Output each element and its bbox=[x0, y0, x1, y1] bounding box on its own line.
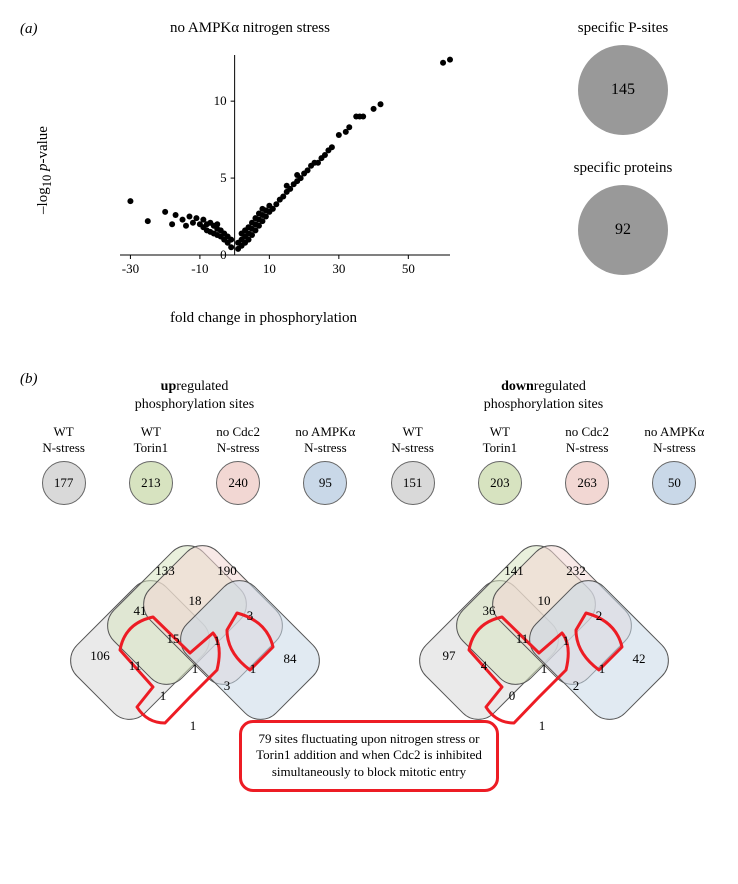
svg-text:3: 3 bbox=[223, 678, 230, 693]
panel-a-label: (a) bbox=[20, 21, 38, 37]
svg-text:-30: -30 bbox=[122, 261, 139, 276]
chart-title: no AMPKα nitrogen stress bbox=[170, 20, 330, 37]
svg-text:36: 36 bbox=[482, 603, 496, 618]
svg-text:10: 10 bbox=[214, 93, 227, 108]
svg-text:1: 1 bbox=[191, 661, 198, 676]
svg-text:10: 10 bbox=[263, 261, 276, 276]
svg-text:3: 3 bbox=[246, 608, 253, 623]
proteins-value: 92 bbox=[615, 221, 631, 239]
svg-text:1: 1 bbox=[538, 718, 545, 733]
condition-label: no Cdc2N-stress bbox=[547, 424, 627, 455]
svg-text:232: 232 bbox=[566, 563, 586, 578]
up-rest: regulatedphosphorylation sites bbox=[135, 379, 254, 412]
scatter-plot: 0 5 10 -30 -10 10 30 50 bbox=[110, 50, 460, 280]
svg-text:30: 30 bbox=[332, 261, 345, 276]
svg-text:18: 18 bbox=[188, 593, 201, 608]
svg-text:15: 15 bbox=[166, 631, 179, 646]
total-circle: 240 bbox=[216, 461, 260, 505]
svg-text:11: 11 bbox=[128, 658, 141, 673]
up-title: upregulatedphosphorylation sites bbox=[20, 378, 369, 414]
x-axis-label: fold change in phosphorylation bbox=[170, 310, 357, 327]
panel-a: (a) no AMPKα nitrogen stress –log10 p-va… bbox=[20, 20, 718, 350]
svg-text:133: 133 bbox=[155, 563, 175, 578]
svg-text:97: 97 bbox=[442, 648, 456, 663]
condition-label: no Cdc2N-stress bbox=[198, 424, 278, 455]
svg-text:1: 1 bbox=[540, 661, 547, 676]
svg-text:42: 42 bbox=[632, 651, 645, 666]
svg-text:1: 1 bbox=[159, 688, 166, 703]
small-circles-up: 177 213 240 95 bbox=[20, 461, 369, 505]
psites-value: 145 bbox=[611, 81, 635, 99]
total-circle: 50 bbox=[652, 461, 696, 505]
psites-circle: 145 bbox=[578, 45, 668, 135]
condition-labels-down: WTN-stressWTTorin1no Cdc2N-stressno AMPK… bbox=[369, 424, 718, 455]
panel-b: (b) upregulatedphosphorylation sites WTN… bbox=[20, 370, 718, 822]
svg-text:2: 2 bbox=[595, 608, 602, 623]
venn-diagram-down: 971412324236102411111201 bbox=[389, 515, 699, 745]
svg-text:50: 50 bbox=[402, 261, 415, 276]
svg-text:5: 5 bbox=[220, 170, 227, 185]
psites-label: specific P-sites bbox=[548, 20, 698, 37]
condition-label: WTN-stress bbox=[373, 424, 453, 455]
svg-text:0: 0 bbox=[508, 688, 515, 703]
svg-text:1: 1 bbox=[562, 633, 569, 648]
total-circle: 177 bbox=[42, 461, 86, 505]
down-bold: down bbox=[501, 379, 534, 394]
y-axis-label: –log10 p-value bbox=[35, 126, 55, 214]
svg-text:-10: -10 bbox=[191, 261, 208, 276]
svg-text:2: 2 bbox=[572, 678, 579, 693]
total-circle: 95 bbox=[303, 461, 347, 505]
up-bold: up bbox=[161, 379, 177, 394]
svg-text:1: 1 bbox=[213, 633, 220, 648]
condition-label: no AMPKαN-stress bbox=[634, 424, 714, 455]
condition-labels-up: WTN-stressWTTorin1no Cdc2N-stressno AMPK… bbox=[20, 424, 369, 455]
small-circles-down: 151 203 263 50 bbox=[369, 461, 718, 505]
condition-label: WTTorin1 bbox=[111, 424, 191, 455]
total-circle: 213 bbox=[129, 461, 173, 505]
condition-label: WTTorin1 bbox=[460, 424, 540, 455]
caption-box: 79 sites fluctuating upon nitrogen stres… bbox=[239, 720, 499, 793]
svg-text:10: 10 bbox=[537, 593, 550, 608]
svg-text:190: 190 bbox=[217, 563, 237, 578]
proteins-circle: 92 bbox=[578, 185, 668, 275]
venn-downregulated: downregulatedphosphorylation sites WTN-s… bbox=[369, 378, 718, 750]
total-circle: 203 bbox=[478, 461, 522, 505]
svg-text:4: 4 bbox=[480, 658, 487, 673]
svg-text:1: 1 bbox=[598, 661, 605, 676]
condition-label: WTN-stress bbox=[24, 424, 104, 455]
condition-label: no AMPKαN-stress bbox=[285, 424, 365, 455]
proteins-label: specific proteins bbox=[548, 160, 698, 177]
down-title: downregulatedphosphorylation sites bbox=[369, 378, 718, 414]
svg-text:84: 84 bbox=[283, 651, 297, 666]
summary-circles: specific P-sites 145 specific proteins 9… bbox=[548, 20, 698, 300]
svg-text:141: 141 bbox=[504, 563, 524, 578]
svg-text:41: 41 bbox=[133, 603, 146, 618]
svg-text:11: 11 bbox=[515, 631, 528, 646]
svg-text:0: 0 bbox=[220, 247, 227, 262]
total-circle: 151 bbox=[391, 461, 435, 505]
total-circle: 263 bbox=[565, 461, 609, 505]
svg-text:106: 106 bbox=[90, 648, 110, 663]
svg-text:1: 1 bbox=[189, 718, 196, 733]
venn-diagram-up: 10613319084411831111151311 bbox=[40, 515, 350, 745]
svg-text:1: 1 bbox=[249, 661, 256, 676]
venn-upregulated: upregulatedphosphorylation sites WTN-str… bbox=[20, 378, 369, 750]
